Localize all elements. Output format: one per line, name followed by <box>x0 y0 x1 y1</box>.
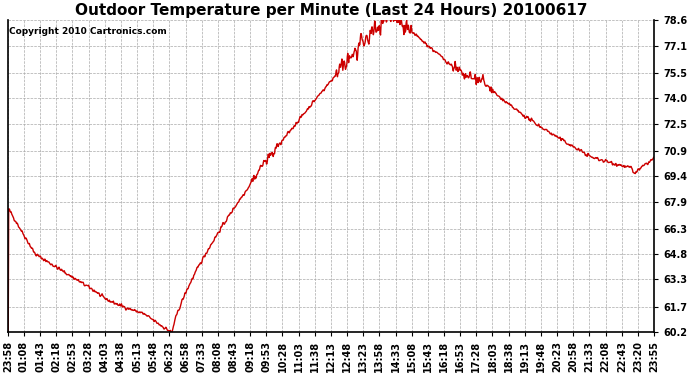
Title: Outdoor Temperature per Minute (Last 24 Hours) 20100617: Outdoor Temperature per Minute (Last 24 … <box>75 3 587 18</box>
Text: Copyright 2010 Cartronics.com: Copyright 2010 Cartronics.com <box>9 27 167 36</box>
